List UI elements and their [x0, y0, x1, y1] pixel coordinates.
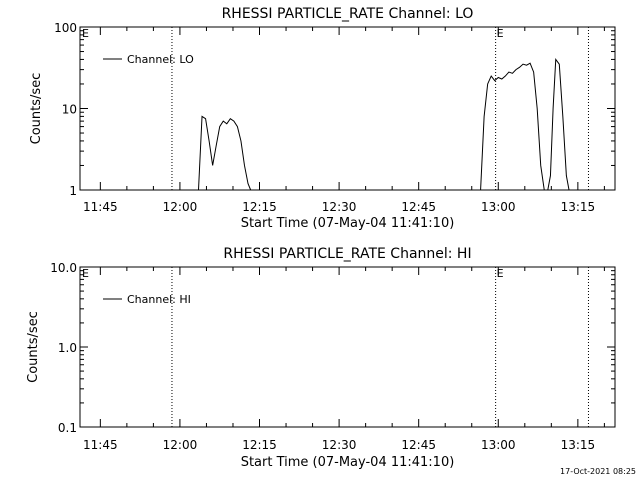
x-tick-label: 13:00: [481, 438, 516, 452]
event-marker-label: E: [497, 267, 504, 280]
chart-title: RHESSI PARTICLE_RATE Channel: LO: [222, 6, 474, 22]
x-tick-label: 12:45: [401, 438, 436, 452]
y-axis-label: Counts/sec: [26, 311, 41, 383]
x-axis-label: Start Time (07-May-04 11:41:10): [241, 216, 455, 231]
y-tick-label: 10: [62, 103, 77, 117]
x-tick-label: 13:15: [561, 200, 596, 214]
x-tick-label: 12:45: [401, 200, 436, 214]
x-tick-label: 12:30: [322, 200, 357, 214]
legend-label: Channel: HI: [127, 293, 191, 306]
x-tick-label: 12:15: [242, 438, 277, 452]
x-tick-label: 12:30: [322, 438, 357, 452]
x-tick-label: 13:00: [481, 200, 516, 214]
y-axis-label: Counts/sec: [29, 73, 44, 145]
chart-title: RHESSI PARTICLE_RATE Channel: HI: [223, 246, 471, 262]
legend-label: Channel: LO: [127, 53, 194, 66]
y-tick-label: 0.1: [58, 421, 77, 435]
series-line: [480, 58, 572, 191]
x-axis-label: Start Time (07-May-04 11:41:10): [241, 455, 455, 470]
x-tick-label: 12:15: [242, 200, 277, 214]
series-line: [197, 115, 252, 191]
y-tick-label: 10.0: [50, 261, 77, 275]
event-marker-label: E: [497, 27, 504, 40]
x-tick-label: 11:45: [83, 438, 118, 452]
x-tick-label: 11:45: [83, 200, 118, 214]
footer-timestamp: 17-Oct-2021 08:25: [560, 467, 636, 476]
plot-frame: [79, 266, 616, 428]
panel-hi: RHESSI PARTICLE_RATE Channel: HI 11:45 12:…: [26, 246, 616, 470]
plot-frame: [79, 26, 616, 191]
y-tick-label: 1: [69, 184, 77, 198]
corner-marker-label: E: [82, 267, 89, 280]
y-tick-label: 1.0: [58, 341, 77, 355]
x-tick-label: 12:00: [163, 438, 198, 452]
y-tick-label: 100: [54, 21, 77, 35]
x-tick-label: 13:15: [561, 438, 596, 452]
panel-lo: RHESSI PARTICLE_RATE Channel: LO 11:45 12:…: [29, 6, 616, 231]
corner-marker-label: E: [82, 27, 89, 40]
x-tick-label: 12:00: [163, 200, 198, 214]
